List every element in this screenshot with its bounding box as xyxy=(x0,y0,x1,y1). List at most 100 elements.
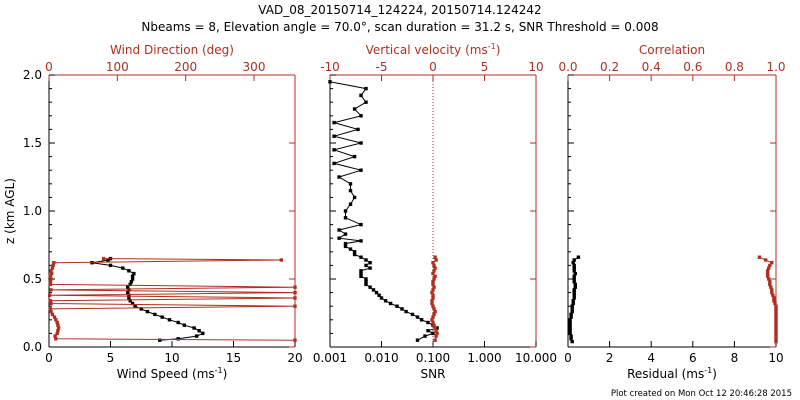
x-axis-label-bottom: SNR xyxy=(421,367,446,381)
data-point-bottom xyxy=(364,277,368,281)
data-point-bottom xyxy=(576,255,581,259)
x-tick-label-bottom: 5 xyxy=(107,351,115,365)
data-point-top xyxy=(771,293,775,297)
data-point-top xyxy=(774,312,778,317)
data-point-top xyxy=(774,337,778,341)
data-point-top xyxy=(279,258,283,262)
data-point-bottom xyxy=(194,334,199,338)
data-point-bottom xyxy=(343,232,348,236)
data-point-bottom xyxy=(359,114,363,118)
data-point-bottom xyxy=(359,274,363,278)
data-point-bottom xyxy=(332,120,336,125)
data-point-bottom xyxy=(359,271,363,276)
data-point-top xyxy=(773,301,777,306)
data-point-bottom xyxy=(332,161,336,166)
data-point-top xyxy=(772,299,776,303)
data-point-top xyxy=(434,258,438,262)
x-tick-label-bottom: 0.100 xyxy=(416,351,450,365)
data-point-bottom xyxy=(108,263,113,268)
x-axis-label-bottom: Wind Speed (ms-1) xyxy=(117,366,228,381)
data-point-top xyxy=(49,309,53,314)
data-point-bottom xyxy=(570,307,574,311)
x-tick-label-top: -5 xyxy=(376,60,388,74)
data-point-top xyxy=(431,315,435,319)
x-tick-label-top: 0.8 xyxy=(725,60,744,74)
data-point-bottom xyxy=(419,318,424,322)
data-point-top xyxy=(435,331,439,336)
data-point-top xyxy=(49,301,53,306)
panel-middle: 0.001 0.010 0.100 1.000 10.000 -10 -5 0 5 10 SNR xyxy=(313,60,557,381)
data-point-top xyxy=(49,277,53,281)
data-point-top xyxy=(48,280,53,284)
data-point-bottom xyxy=(568,318,572,322)
data-point-top xyxy=(56,326,61,330)
data-point-top xyxy=(50,266,55,270)
data-point-top xyxy=(55,331,59,336)
data-point-bottom xyxy=(129,280,134,284)
data-point-top xyxy=(293,290,297,295)
data-point-top xyxy=(774,329,778,333)
data-point-top xyxy=(766,269,770,273)
data-point-bottom xyxy=(359,141,363,145)
x-tick-label-bottom: 10.000 xyxy=(515,351,557,365)
data-point-bottom xyxy=(121,266,125,270)
data-point-top xyxy=(431,293,435,297)
x-tick-label-bottom: 10 xyxy=(768,351,783,365)
data-point-bottom xyxy=(569,337,573,341)
data-point-top xyxy=(431,282,435,287)
data-point-top xyxy=(432,263,436,268)
data-point-bottom xyxy=(426,320,430,325)
data-point-bottom xyxy=(379,296,384,300)
data-point-bottom xyxy=(371,288,376,292)
data-point-top xyxy=(53,334,57,338)
data-point-top xyxy=(430,301,434,306)
x-tick-label-top: 10 xyxy=(528,60,543,74)
data-point-bottom xyxy=(572,258,576,262)
data-point-bottom xyxy=(569,334,573,338)
data-point-top xyxy=(50,312,55,317)
data-point-bottom xyxy=(404,309,408,314)
data-point-bottom xyxy=(359,269,363,273)
series-line-top xyxy=(49,258,296,341)
data-point-bottom xyxy=(145,309,150,314)
data-point-top xyxy=(774,309,778,314)
x-tick-label-bottom: 10 xyxy=(164,351,179,365)
data-point-bottom xyxy=(359,222,363,227)
data-point-bottom xyxy=(571,301,575,306)
data-point-top xyxy=(763,258,768,262)
x-tick-label-top: 0.4 xyxy=(642,60,661,74)
data-point-top xyxy=(433,255,437,259)
data-point-top xyxy=(430,318,434,322)
data-point-top xyxy=(102,256,106,261)
data-point-top xyxy=(293,285,297,289)
figure-subtitle: Nbeams = 8, Elevation angle = 70.0°, sca… xyxy=(141,20,658,34)
x-tick-label-top: 0.2 xyxy=(600,60,619,74)
data-point-bottom xyxy=(568,331,572,336)
x-tick-label-bottom: 15 xyxy=(226,351,241,365)
x-tick-label-bottom: 0.010 xyxy=(364,351,398,365)
data-point-top xyxy=(768,282,772,287)
data-point-bottom xyxy=(343,241,348,246)
data-point-bottom xyxy=(337,175,341,179)
data-point-top xyxy=(430,290,434,295)
data-point-bottom xyxy=(374,290,379,295)
data-point-top xyxy=(770,288,774,292)
data-point-top xyxy=(52,315,57,319)
figure-footer: Plot created on Mon Oct 12 20:46:28 2015 xyxy=(611,389,792,399)
data-point-bottom xyxy=(368,261,372,265)
data-point-bottom xyxy=(568,323,572,327)
data-point-bottom xyxy=(348,182,353,186)
data-point-bottom xyxy=(106,258,110,262)
data-point-top xyxy=(432,277,436,281)
data-point-top xyxy=(774,323,778,327)
data-point-top xyxy=(774,315,778,319)
data-point-top xyxy=(431,280,435,284)
data-point-top xyxy=(48,293,52,297)
data-point-bottom xyxy=(127,293,131,297)
data-point-top xyxy=(54,337,58,341)
data-point-top xyxy=(48,307,53,311)
x-tick-label-top: 5 xyxy=(481,60,489,74)
data-point-bottom xyxy=(431,331,435,336)
data-point-top xyxy=(50,271,54,276)
